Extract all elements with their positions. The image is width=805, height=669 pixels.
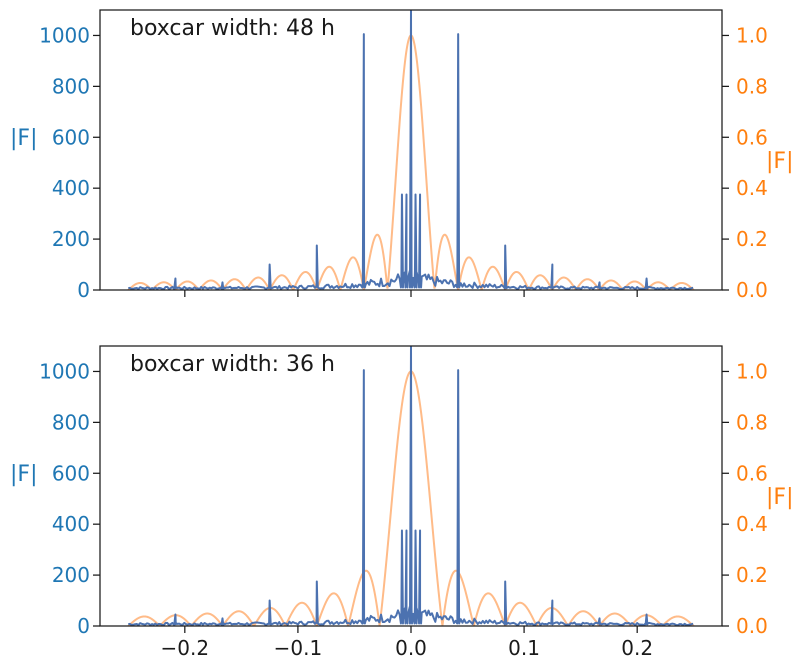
panel-top-left-tick-label: 0 <box>77 278 90 302</box>
panel-bottom: 0 200 400 600 800 1000 0.0 0.2 0.4 0.6 0.8 1.0 −0.… <box>10 345 793 660</box>
panel-top-left-tick-label: 600 <box>52 125 90 149</box>
panel-bottom-x-ticks: −0.2 −0.1 0.0 0.1 0.2 <box>161 626 653 660</box>
panel-bottom-left-tick-label: 1000 <box>39 359 90 383</box>
panel-top-series-spectrum <box>128 10 694 290</box>
panel-bottom-right-ticks: 0.0 0.2 0.4 0.6 0.8 1.0 <box>722 359 768 638</box>
panel-top-x-ticks <box>184 290 638 297</box>
panel-bottom-x-tick-label: −0.2 <box>161 636 210 660</box>
panel-bottom-x-tick-label: 0.1 <box>508 636 540 660</box>
panel-top-left-tick-label: 800 <box>52 74 90 98</box>
panel-bottom-right-tick-label: 0.6 <box>736 461 768 485</box>
panel-top: 0 200 400 600 800 1000 0.0 0.2 0.4 0.6 0.8 1.0 box… <box>10 9 793 302</box>
panel-bottom-right-tick-label: 0.4 <box>736 512 768 536</box>
panel-bottom-x-tick-label: 0.0 <box>395 636 427 660</box>
panel-top-title: boxcar width: 48 h <box>130 16 335 41</box>
panel-top-left-tick-label: 200 <box>52 227 90 251</box>
panel-top-right-tick-label: 0.4 <box>736 176 768 200</box>
panel-bottom-left-tick-label: 600 <box>52 461 90 485</box>
panel-top-right-tick-label: 0.8 <box>736 74 768 98</box>
panel-bottom-right-tick-label: 0.2 <box>736 563 768 587</box>
panel-top-marks <box>127 10 695 290</box>
panel-top-left-tick-label: 400 <box>52 176 90 200</box>
panel-bottom-title: boxcar width: 36 h <box>130 352 335 377</box>
panel-top-right-tick-label: 0.0 <box>736 278 768 302</box>
panel-bottom-ylabel-left: |F| <box>10 462 37 487</box>
panel-top-ylabel-right: |F| <box>766 149 793 174</box>
panel-bottom-x-tick-label: −0.1 <box>274 636 323 660</box>
panel-bottom-left-tick-label: 800 <box>52 410 90 434</box>
panel-bottom-left-tick-label: 400 <box>52 512 90 536</box>
panel-top-right-tick-label: 0.2 <box>736 227 768 251</box>
panel-top-ylabel-left: |F| <box>10 126 37 151</box>
panel-bottom-x-tick-label: 0.2 <box>621 636 653 660</box>
panel-bottom-ylabel-right: |F| <box>766 485 793 510</box>
panel-bottom-series-spectrum <box>128 346 694 626</box>
panel-top-right-tick-label: 0.6 <box>736 125 768 149</box>
panel-bottom-marks <box>127 346 695 626</box>
panel-top-right-ticks: 0.0 0.2 0.4 0.6 0.8 1.0 <box>722 23 768 302</box>
panel-top-left-ticks: 0 200 400 600 800 1000 <box>39 23 100 302</box>
panel-bottom-left-tick-label: 0 <box>77 614 90 638</box>
panel-bottom-right-tick-label: 1.0 <box>736 359 768 383</box>
panel-bottom-right-tick-label: 0.8 <box>736 410 768 434</box>
panel-bottom-left-ticks: 0 200 400 600 800 1000 <box>39 359 100 638</box>
panel-top-right-tick-label: 1.0 <box>736 23 768 47</box>
panel-bottom-right-tick-label: 0.0 <box>736 614 768 638</box>
panel-top-left-tick-label: 1000 <box>39 23 90 47</box>
panel-bottom-left-tick-label: 200 <box>52 563 90 587</box>
